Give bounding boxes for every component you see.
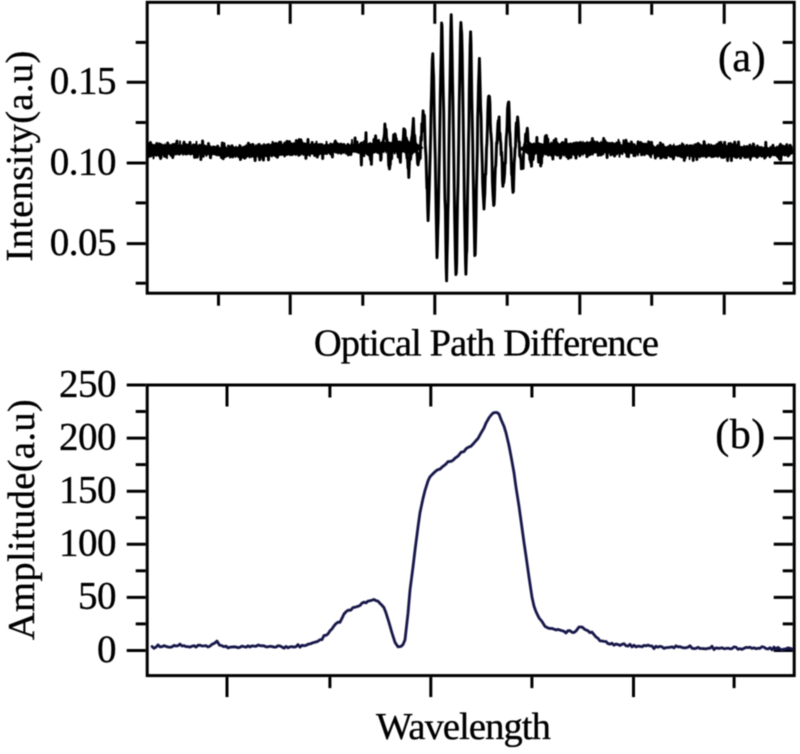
svg-text:Intensity(a.u): Intensity(a.u) [0, 50, 41, 261]
svg-text:150: 150 [59, 469, 116, 512]
svg-text:(a): (a) [718, 35, 766, 81]
svg-text:0.05: 0.05 [50, 221, 116, 264]
svg-text:0.15: 0.15 [50, 60, 116, 103]
svg-text:Amplitude(a.u): Amplitude(a.u) [1, 399, 43, 640]
svg-text:Wavelength: Wavelength [376, 706, 551, 748]
svg-text:100: 100 [59, 522, 116, 565]
svg-text:(b): (b) [715, 412, 765, 458]
svg-text:200: 200 [59, 415, 116, 458]
svg-text:Optical Path Difference: Optical Path Difference [314, 323, 658, 365]
svg-text:0.10: 0.10 [50, 140, 116, 183]
svg-text:50: 50 [78, 575, 116, 618]
svg-text:250: 250 [59, 362, 116, 405]
svg-text:0: 0 [97, 628, 116, 671]
